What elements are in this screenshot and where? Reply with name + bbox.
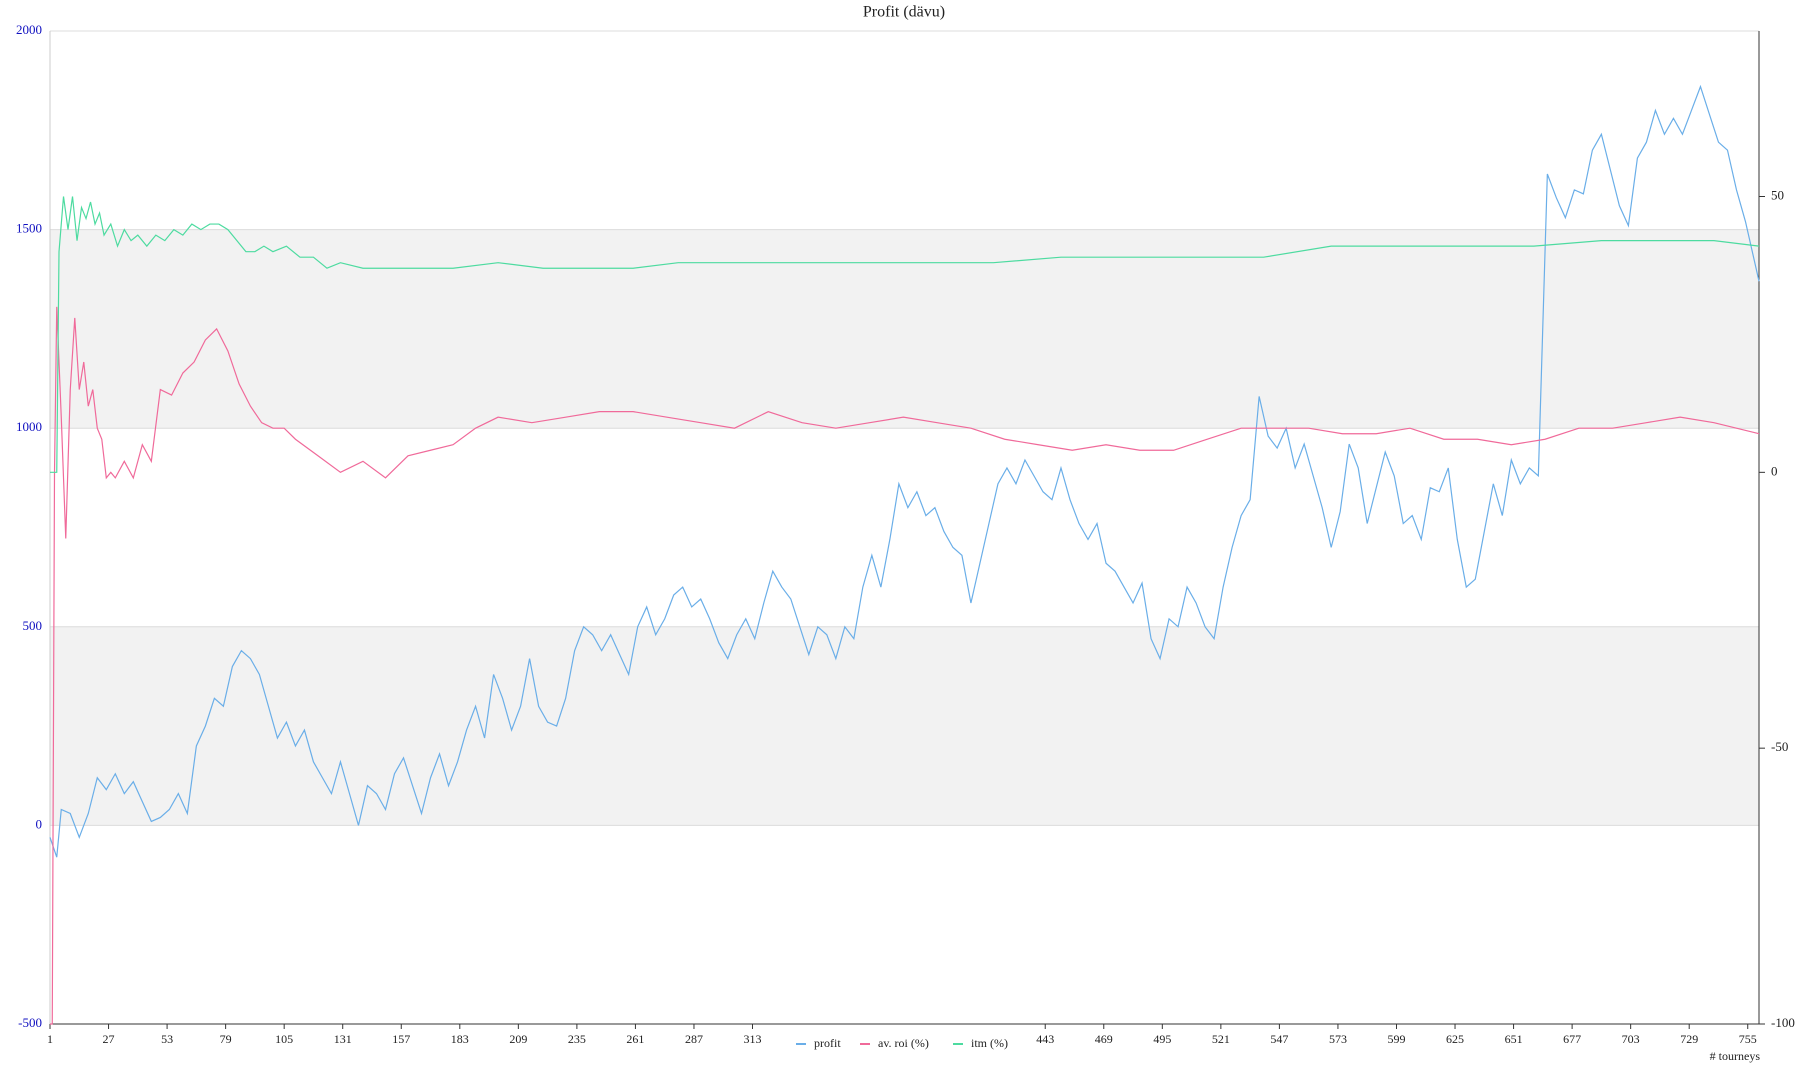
y2-tick-label: 50 <box>1771 187 1784 202</box>
legend-label: itm (%) <box>971 1036 1008 1050</box>
x-tick-label: 469 <box>1095 1032 1113 1046</box>
x-tick-label: 625 <box>1446 1032 1464 1046</box>
chart-title: Profit (dävu) <box>863 4 945 21</box>
x-tick-label: 105 <box>275 1032 293 1046</box>
y-tick-label: -500 <box>18 1015 42 1030</box>
y-tick-label: 500 <box>23 618 43 633</box>
x-tick-label: 261 <box>626 1032 644 1046</box>
x-tick-label: 599 <box>1387 1032 1405 1046</box>
legend-label: av. roi (%) <box>878 1036 929 1050</box>
x-tick-label: 703 <box>1622 1032 1640 1046</box>
x-tick-label: 677 <box>1563 1032 1581 1046</box>
y-tick-label: 1500 <box>16 221 42 236</box>
x-tick-label: 573 <box>1329 1032 1347 1046</box>
x-tick-label: 209 <box>509 1032 527 1046</box>
x-tick-label: 79 <box>220 1032 232 1046</box>
x-tick-label: 313 <box>744 1032 762 1046</box>
x-tick-label: 287 <box>685 1032 703 1046</box>
x-tick-label: 729 <box>1680 1032 1698 1046</box>
x-tick-label: 521 <box>1212 1032 1230 1046</box>
grid-band <box>50 626 1759 826</box>
grid-band <box>50 229 1759 429</box>
x-tick-label: 53 <box>161 1032 173 1046</box>
y2-tick-label: -100 <box>1771 1015 1795 1030</box>
x-axis-label: # tourneys <box>1710 1049 1761 1063</box>
y-tick-label: 0 <box>36 816 43 831</box>
y2-tick-label: -50 <box>1771 739 1788 754</box>
y-tick-label: 1000 <box>16 419 42 434</box>
x-tick-label: 651 <box>1505 1032 1523 1046</box>
x-tick-label: 27 <box>103 1032 115 1046</box>
series-line <box>50 306 1760 1025</box>
y2-tick-label: 0 <box>1771 463 1778 478</box>
x-tick-label: 755 <box>1739 1032 1757 1046</box>
x-tick-label: 495 <box>1153 1032 1171 1046</box>
y-tick-label: 2000 <box>16 22 42 37</box>
x-tick-label: 157 <box>392 1032 410 1046</box>
x-tick-label: 131 <box>334 1032 352 1046</box>
x-tick-label: 1 <box>47 1032 53 1046</box>
x-tick-label: 547 <box>1270 1032 1288 1046</box>
series-line <box>50 196 1760 473</box>
x-tick-label: 443 <box>1036 1032 1054 1046</box>
legend-label: profit <box>814 1036 841 1050</box>
series-line <box>49 84 1760 858</box>
x-tick-label: 235 <box>568 1032 586 1046</box>
x-tick-label: 183 <box>451 1032 469 1046</box>
